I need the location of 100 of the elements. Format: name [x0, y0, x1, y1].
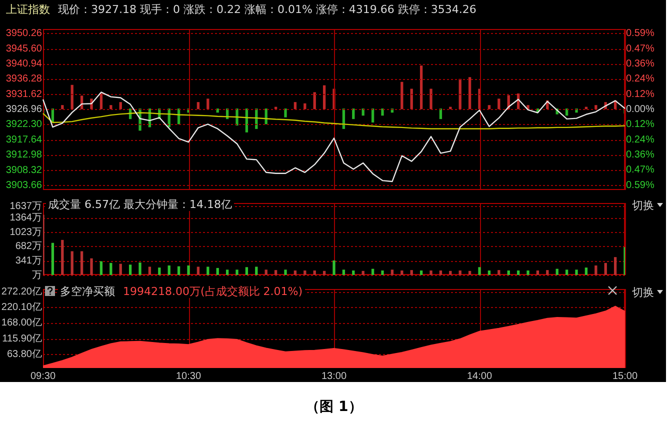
- bar: [507, 270, 510, 275]
- bar: [100, 93, 103, 110]
- chart-title: 成交量 6.57亿 最大分钟量：14.18亿: [46, 198, 234, 211]
- bar: [245, 267, 248, 275]
- bar: [478, 267, 481, 275]
- bar: [80, 251, 84, 275]
- bar: [158, 268, 161, 275]
- bar: [468, 77, 472, 110]
- x-tick-label: 09:30: [30, 370, 56, 382]
- y-tick-label: 1364万: [10, 212, 42, 224]
- chart-subtitle: 1994218.00万(占成交额比 2.01%): [123, 285, 303, 298]
- bar: [400, 270, 404, 275]
- bar: [332, 260, 336, 275]
- bar: [381, 270, 384, 275]
- bar: [458, 270, 462, 275]
- x-tick-label: 15:00: [612, 370, 638, 382]
- bar: [284, 270, 287, 275]
- bar: [594, 265, 598, 275]
- bar: [236, 108, 238, 126]
- y2-tick-label: 0.24%: [626, 74, 654, 85]
- bar: [138, 262, 142, 275]
- bar: [274, 270, 278, 275]
- y-tick-label: 3903.66: [6, 180, 42, 191]
- bar: [119, 264, 122, 275]
- bar: [110, 105, 112, 110]
- bar: [575, 108, 578, 113]
- bar: [614, 257, 617, 275]
- bar: [565, 270, 568, 275]
- text: （图 1）: [304, 398, 364, 416]
- y-tick-label: 63.80亿: [6, 349, 42, 360]
- bar: [70, 84, 74, 110]
- bar: [226, 270, 229, 275]
- y-tick-label: 3945.60: [6, 43, 42, 54]
- y-tick-label: 168.00亿: [1, 318, 42, 329]
- y2-tick-label: 0.47%: [626, 43, 654, 54]
- bar: [294, 270, 297, 275]
- bar: [264, 270, 268, 275]
- bar: [177, 266, 180, 275]
- y2-tick-label: 0.24%: [626, 134, 654, 146]
- y-tick-label: 682万: [15, 241, 42, 252]
- bar: [119, 102, 122, 110]
- bar: [498, 98, 500, 110]
- bar: [294, 102, 297, 110]
- bar: [371, 108, 374, 123]
- y2-tick-label: 0.59%: [626, 28, 654, 40]
- y2-tick-label: 0.36%: [626, 58, 654, 70]
- y-tick-label: 3922.30: [6, 119, 42, 130]
- chart-title: 上证指数: [6, 3, 50, 16]
- bar: [304, 270, 306, 275]
- bar: [342, 270, 346, 275]
- bar: [449, 270, 452, 275]
- chart-title: 多空净买额: [60, 285, 115, 298]
- text: 切换: [632, 198, 654, 213]
- bar: [313, 92, 316, 110]
- bar: [381, 108, 384, 116]
- y-tick-label: 220.10亿: [1, 302, 42, 313]
- y-tick-label: 3950.26: [6, 28, 42, 40]
- y-tick-label: 3917.64: [6, 134, 42, 146]
- y2-tick-label: 0.12%: [626, 119, 654, 130]
- bar: [488, 270, 491, 275]
- bar: [206, 98, 210, 110]
- bar: [90, 258, 93, 275]
- y2-tick-label: 0.12%: [626, 88, 654, 100]
- bar: [546, 270, 549, 275]
- bar: [362, 270, 364, 275]
- y-tick-label: 1637万: [10, 201, 42, 212]
- bar: [556, 268, 558, 275]
- bar: [51, 242, 54, 275]
- bar: [584, 268, 588, 275]
- bar: [439, 270, 442, 275]
- y-tick-label: 3908.32: [6, 164, 42, 176]
- bar: [236, 270, 238, 275]
- bar: [498, 270, 500, 275]
- y-tick-label: 3936.28: [6, 74, 42, 85]
- y2-tick-label: 0.00%: [626, 104, 654, 115]
- bar: [430, 88, 432, 110]
- bar: [390, 270, 394, 275]
- bar: [536, 270, 540, 275]
- chart-subtitle: 现价：3927.18 现手：0 涨跌：0.22 涨幅：0.01% 涨停：4319.66 跌停：3534.26: [58, 3, 476, 16]
- bar: [526, 270, 530, 275]
- bar: [352, 108, 355, 120]
- bar: [430, 270, 432, 275]
- bar: [216, 268, 219, 275]
- y2-tick-label: 0.59%: [626, 180, 654, 191]
- y-tick-label: 3940.94: [6, 58, 42, 70]
- bar: [196, 266, 200, 275]
- y-tick-label: 341万: [15, 255, 42, 266]
- y-tick-label: 3912.98: [6, 150, 42, 161]
- bar: [371, 268, 374, 275]
- x-tick-label: 13:00: [321, 370, 347, 382]
- bar: [313, 270, 316, 275]
- text: 切换: [632, 285, 654, 300]
- bar: [148, 266, 152, 275]
- bar: [284, 108, 287, 118]
- y-tick-label: 272.20亿: [1, 286, 42, 298]
- bar: [516, 270, 520, 275]
- bar: [255, 266, 258, 275]
- bar: [90, 98, 93, 110]
- x-tick-label: 14:00: [466, 370, 492, 382]
- bar: [400, 82, 404, 110]
